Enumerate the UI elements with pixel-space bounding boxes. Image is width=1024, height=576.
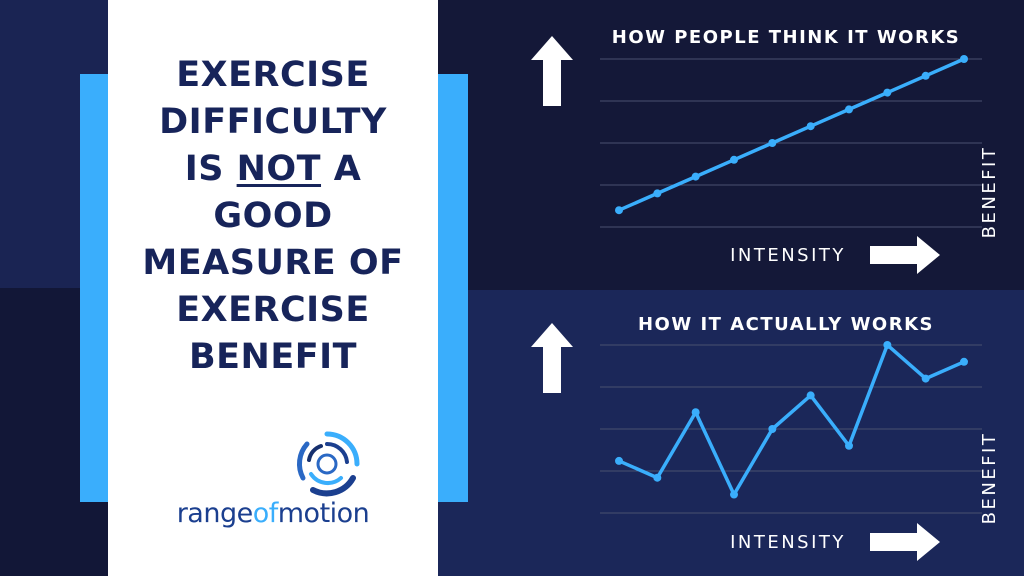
accent-bar-right bbox=[436, 74, 468, 502]
chart-top-data-point bbox=[845, 105, 853, 114]
chart-top-data-point bbox=[883, 88, 892, 97]
charts-area: HOW PEOPLE THINK IT WORKS BENEFIT INTENS… bbox=[531, 27, 1000, 561]
chart-top-title: HOW PEOPLE THINK IT WORKS bbox=[612, 27, 961, 48]
chart-bottom-data-point bbox=[730, 490, 738, 499]
headline-line-3: IS NOT A bbox=[108, 146, 438, 193]
chart-top-data-point bbox=[768, 139, 777, 147]
chart-top-data-point bbox=[653, 189, 662, 198]
up-arrow-icon bbox=[531, 323, 573, 393]
logo-swirl-icon bbox=[296, 431, 360, 497]
chart-bottom-data-point bbox=[615, 456, 623, 465]
chart-bottom-gridlines bbox=[600, 344, 982, 514]
headline-card bbox=[108, 0, 438, 576]
chart-top-ylabel: BENEFIT bbox=[979, 146, 1000, 239]
logo-text-range: range bbox=[176, 498, 254, 529]
logo-text-motion: motion bbox=[277, 498, 370, 529]
chart-bottom-points bbox=[615, 341, 968, 499]
chart-top: HOW PEOPLE THINK IT WORKS BENEFIT INTENS… bbox=[531, 27, 1000, 274]
headline: EXERCISE DIFFICULTY IS NOT A GOOD MEASUR… bbox=[108, 52, 438, 381]
chart-top-series-line bbox=[618, 57, 965, 212]
headline-line-7: BENEFIT bbox=[188, 337, 358, 377]
headline-line-4: GOOD bbox=[213, 196, 333, 236]
right-arrow-icon bbox=[870, 523, 940, 561]
chart-bottom-data-point bbox=[845, 441, 853, 450]
chart-top-data-point bbox=[730, 155, 738, 164]
accent-bar-left bbox=[80, 74, 110, 502]
headline-underlined-word: NOT bbox=[236, 149, 322, 189]
chart-top-data-point bbox=[615, 206, 623, 215]
chart-bottom-title: HOW IT ACTUALLY WORKS bbox=[638, 314, 934, 335]
up-arrow-icon bbox=[531, 36, 573, 106]
chart-bottom-data-point bbox=[653, 473, 662, 482]
chart-bottom-data-point bbox=[883, 341, 892, 349]
headline-line-3-pre: IS bbox=[184, 149, 237, 189]
chart-top-points bbox=[615, 55, 968, 215]
logo-text-of: of bbox=[252, 498, 279, 529]
chart-panel-top-background bbox=[438, 0, 1024, 290]
right-arrow-icon bbox=[870, 236, 940, 274]
chart-bottom-data-point bbox=[806, 391, 815, 400]
chart-top-data-point bbox=[806, 122, 815, 131]
headline-line-1: EXERCISE bbox=[176, 55, 370, 95]
headline-line-5: MEASURE OF bbox=[142, 243, 404, 283]
chart-bottom-xlabel: INTENSITY bbox=[730, 532, 846, 553]
chart-bottom-data-point bbox=[960, 357, 968, 366]
chart-bottom-data-point bbox=[921, 374, 930, 383]
logo-wordmark: rangeofmotion bbox=[108, 498, 438, 529]
chart-bottom-series-line bbox=[618, 343, 965, 497]
chart-bottom-data-point bbox=[691, 408, 700, 417]
chart-bottom: HOW IT ACTUALLY WORKS BENEFIT INTENSITY bbox=[531, 314, 1000, 561]
chart-top-data-point bbox=[691, 172, 700, 181]
chart-top-xlabel: INTENSITY bbox=[730, 245, 846, 266]
headline-line-2: DIFFICULTY bbox=[159, 102, 387, 142]
chart-top-data-point bbox=[921, 71, 930, 80]
headline-line-3-post: A bbox=[321, 149, 362, 189]
headline-line-6: EXERCISE bbox=[176, 290, 370, 330]
chart-bottom-data-point bbox=[768, 425, 777, 433]
chart-top-gridlines bbox=[600, 58, 982, 228]
chart-bottom-ylabel: BENEFIT bbox=[979, 432, 1000, 525]
chart-top-data-point bbox=[960, 55, 968, 63]
chart-panel-bottom-background bbox=[438, 290, 1024, 576]
